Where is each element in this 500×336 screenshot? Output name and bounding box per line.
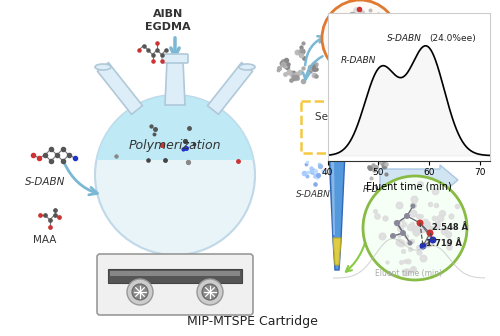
Ellipse shape <box>239 64 255 70</box>
Text: MIP-MTSPE Cartridge: MIP-MTSPE Cartridge <box>186 315 318 328</box>
Ellipse shape <box>95 64 111 70</box>
Circle shape <box>408 241 412 246</box>
Circle shape <box>430 237 436 244</box>
FancyBboxPatch shape <box>301 101 433 153</box>
Circle shape <box>420 243 426 250</box>
Text: S-DABN: S-DABN <box>296 190 330 199</box>
Text: MAA: MAA <box>34 235 56 245</box>
FancyBboxPatch shape <box>110 271 240 276</box>
Text: 1.719 Å: 1.719 Å <box>426 240 462 249</box>
FancyBboxPatch shape <box>162 54 188 63</box>
Circle shape <box>416 219 424 226</box>
Circle shape <box>400 230 406 236</box>
Circle shape <box>394 220 400 226</box>
Text: AIBN
EGDMA: AIBN EGDMA <box>145 9 191 32</box>
Text: R-DABN: R-DABN <box>340 56 376 66</box>
Polygon shape <box>208 62 252 114</box>
Circle shape <box>426 229 434 237</box>
FancyBboxPatch shape <box>108 269 242 283</box>
Circle shape <box>127 279 153 305</box>
Circle shape <box>410 204 416 209</box>
Polygon shape <box>331 155 335 235</box>
FancyArrow shape <box>380 165 458 195</box>
Circle shape <box>132 284 148 300</box>
Circle shape <box>322 0 398 76</box>
Polygon shape <box>333 238 341 265</box>
Text: (24.0%ee): (24.0%ee) <box>429 34 476 43</box>
Polygon shape <box>329 152 345 270</box>
Circle shape <box>404 213 410 219</box>
Polygon shape <box>165 60 185 105</box>
Text: 2.548 Å: 2.548 Å <box>432 222 468 232</box>
Text: S-DABN: S-DABN <box>25 177 65 187</box>
Circle shape <box>202 284 218 300</box>
Circle shape <box>95 95 255 255</box>
Text: Polymerization: Polymerization <box>129 138 221 152</box>
Polygon shape <box>98 62 142 114</box>
Circle shape <box>197 279 223 305</box>
FancyBboxPatch shape <box>97 254 253 315</box>
Circle shape <box>390 233 396 239</box>
Text: of S-DABN: of S-DABN <box>340 130 394 140</box>
Text: S-DABN: S-DABN <box>386 34 422 43</box>
Text: Eluent time (min): Eluent time (min) <box>375 268 442 278</box>
X-axis label: Eluent time (min): Eluent time (min) <box>366 181 452 192</box>
Circle shape <box>363 176 467 280</box>
Text: R-DABN: R-DABN <box>362 185 398 194</box>
Text: Selective Extraction: Selective Extraction <box>315 112 419 122</box>
Polygon shape <box>95 95 255 160</box>
